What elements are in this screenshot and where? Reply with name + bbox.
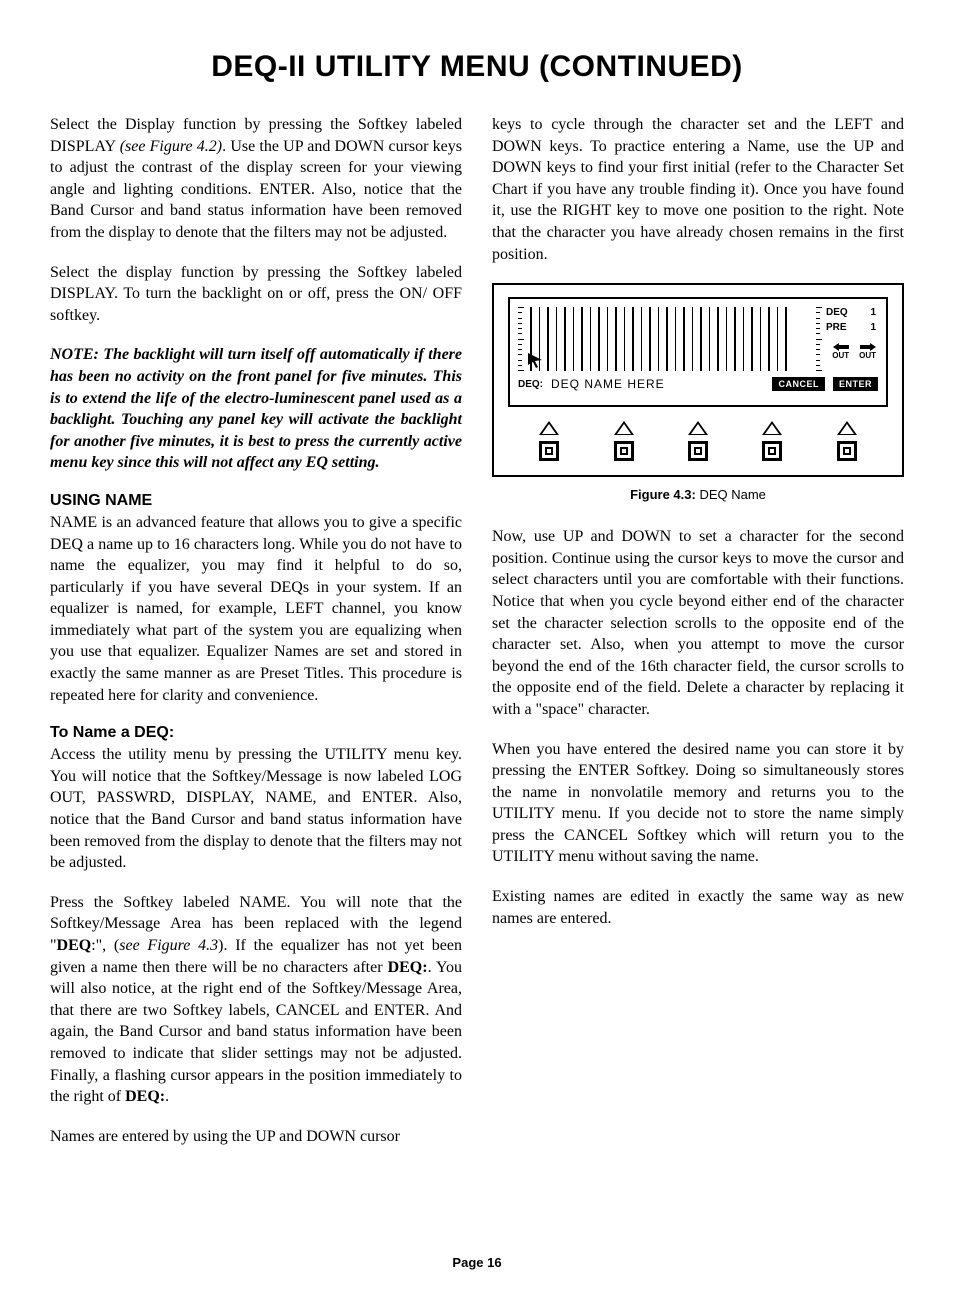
para: keys to cycle through the character set … [492,114,904,265]
left-column: Select the Display function by pressing … [50,114,462,1165]
para: Existing names are edited in exactly the… [492,886,904,929]
note-para: NOTE: The backlight will turn itself off… [50,344,462,474]
deq-label: DEQ [826,307,848,318]
triangle-icon [837,421,857,435]
heading-using-name: USING NAME [50,492,462,510]
triangle-icon [762,421,782,435]
triangle-icon [614,421,634,435]
scale-right [816,307,822,371]
square-icon [762,441,782,461]
page-number: Page 16 [50,1255,904,1270]
softkeys-row [508,421,888,461]
para: When you have entered the desired name y… [492,739,904,869]
figure-caption: Figure 4.3: DEQ Name [492,487,904,502]
cancel-softkey-label: CANCEL [772,377,825,391]
msg-label: DEQ: [518,379,543,390]
deq-value: 1 [870,307,876,318]
para: Now, use UP and DOWN to set a character … [492,526,904,720]
scale-left [518,307,524,371]
softkey-5[interactable] [837,421,857,461]
square-icon [837,441,857,461]
cursor-arrow-icon [526,351,544,369]
para: Select the Display function by pressing … [50,114,462,244]
triangle-icon [539,421,559,435]
eq-bars [526,307,814,371]
lcd-frame: DEQ 1 PRE 1 OUT OUT [492,283,904,477]
heading-to-name: To Name a DEQ: [50,724,462,742]
square-icon [688,441,708,461]
lcd-display: DEQ 1 PRE 1 OUT OUT [508,297,888,407]
softkey-2[interactable] [614,421,634,461]
right-column: keys to cycle through the character set … [492,114,904,1165]
softkey-3[interactable] [688,421,708,461]
pre-value: 1 [870,322,876,333]
para: Press the Softkey labeled NAME. You will… [50,892,462,1108]
square-icon [614,441,634,461]
triangle-icon [688,421,708,435]
eq-area: DEQ 1 PRE 1 OUT OUT [518,307,878,371]
page-title: DEQ-II UTILITY MENU (CONTINUED) [50,50,904,84]
out-left-icon: OUT [832,343,849,360]
pre-label: PRE [826,322,847,333]
para: Select the display function by pressing … [50,262,462,327]
message-row: DEQ: DEQ NAME HERE CANCEL ENTER [518,377,878,391]
para: Access the utility menu by pressing the … [50,744,462,874]
figure-4-3: DEQ 1 PRE 1 OUT OUT [492,283,904,502]
enter-softkey-label: ENTER [833,377,878,391]
out-right-icon: OUT [859,343,876,360]
side-info: DEQ 1 PRE 1 OUT OUT [824,307,878,371]
para: Names are entered by using the UP and DO… [50,1126,462,1148]
para: NAME is an advanced feature that allows … [50,512,462,706]
columns: Select the Display function by pressing … [50,114,904,1165]
softkey-1[interactable] [539,421,559,461]
softkey-4[interactable] [762,421,782,461]
square-icon [539,441,559,461]
msg-value: DEQ NAME HERE [551,377,665,391]
